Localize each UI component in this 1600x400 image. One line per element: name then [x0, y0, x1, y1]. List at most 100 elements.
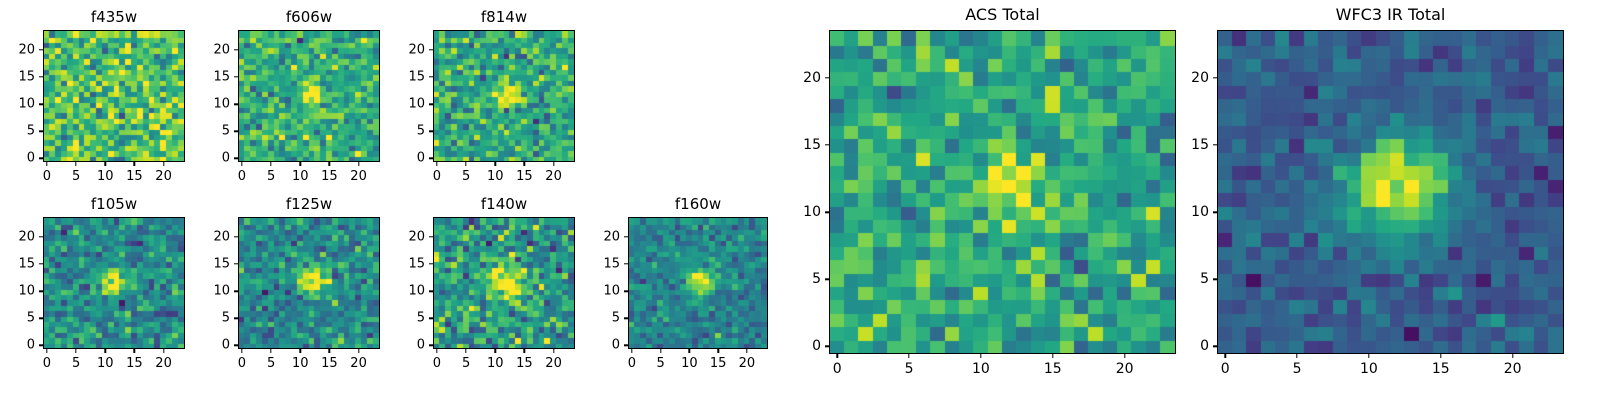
x-tick-label: 15	[126, 169, 143, 184]
y-tick-label: 15	[603, 256, 620, 272]
y-tick-mark	[429, 344, 433, 346]
x-tick-mark	[299, 349, 301, 353]
x-tick-mark	[46, 349, 48, 353]
y-tick-label: 0	[1200, 338, 1209, 355]
x-tick-label: 5	[461, 169, 471, 184]
y-tick-mark	[39, 103, 43, 105]
x-tick-label: 10	[681, 356, 698, 371]
x-tick-label: 15	[516, 356, 533, 371]
x-tick-label: 20	[545, 169, 562, 184]
y-tick-label: 15	[408, 69, 425, 85]
heatmap-f814w	[434, 31, 574, 161]
x-tick-label: 5	[656, 356, 665, 371]
y-tick-mark	[624, 290, 628, 292]
x-tick-mark	[1440, 354, 1442, 358]
heatmap-f125w	[239, 218, 379, 348]
x-tick-label: 0	[42, 356, 52, 371]
x-tick-label: 15	[516, 169, 533, 184]
x-tick-mark	[1052, 354, 1054, 358]
y-tick-label: 0	[611, 337, 620, 353]
y-tick-mark	[429, 290, 433, 292]
x-tick-label: 5	[461, 356, 471, 371]
y-tick-label: 5	[611, 310, 620, 326]
x-tick-mark	[1368, 354, 1370, 358]
x-tick-mark	[270, 162, 272, 166]
x-tick-mark	[659, 349, 662, 353]
x-tick-label: 15	[709, 356, 727, 371]
y-tick-label: 20	[408, 42, 425, 58]
y-tick-mark	[234, 290, 238, 292]
x-tick-label: 5	[1292, 361, 1302, 377]
x-tick-mark	[241, 162, 243, 166]
y-tick-mark	[39, 317, 43, 319]
x-tick-mark	[1224, 354, 1226, 358]
x-tick-mark	[436, 349, 438, 353]
y-tick-label: 15	[213, 256, 230, 272]
x-tick-label: 10	[486, 169, 504, 184]
y-tick-mark	[429, 236, 433, 238]
y-tick-label: 15	[18, 256, 35, 272]
x-tick-mark	[133, 162, 136, 166]
y-tick-label: 5	[812, 271, 821, 288]
x-tick-mark	[75, 349, 77, 353]
y-tick-label: 5	[26, 310, 35, 326]
x-tick-mark	[494, 349, 496, 353]
y-tick-label: 5	[1200, 271, 1209, 288]
y-tick-label: 5	[26, 123, 35, 139]
x-tick-mark	[465, 162, 467, 166]
x-tick-mark	[357, 162, 360, 166]
x-tick-label: 5	[266, 169, 276, 184]
y-tick-label: 20	[1191, 69, 1209, 86]
x-tick-label: 5	[266, 356, 276, 371]
x-tick-label: 20	[1503, 361, 1522, 377]
x-tick-label: 15	[126, 356, 143, 371]
y-tick-label: 15	[408, 256, 425, 272]
y-tick-label: 0	[221, 150, 230, 166]
x-tick-label: 10	[486, 356, 504, 371]
x-tick-mark	[46, 162, 48, 166]
x-tick-label: 0	[1220, 361, 1230, 377]
y-tick-mark	[429, 317, 433, 319]
x-tick-mark	[162, 349, 165, 353]
y-tick-mark	[429, 130, 433, 132]
x-tick-mark	[75, 162, 77, 166]
panel-f140w: f140w 0 5 10 15 20 0 5 10 15 20	[408, 197, 574, 370]
x-tick-mark	[270, 349, 272, 353]
y-tick-mark	[624, 344, 628, 346]
x-tick-label: 0	[237, 169, 247, 184]
panel-f105w: f105w 0 5 10 15 20 0 5 10 15 20	[18, 197, 184, 370]
y-tick-label: 15	[1191, 137, 1209, 154]
y-tick-mark	[234, 344, 238, 346]
x-tick-mark	[1511, 354, 1514, 358]
x-tick-label: 15	[1431, 361, 1450, 377]
y-tick-label: 0	[416, 337, 425, 353]
x-tick-label: 10	[96, 356, 114, 371]
y-tick-mark	[429, 157, 433, 159]
y-tick-label: 10	[803, 204, 821, 221]
panel-title-f140w: f140w	[480, 195, 528, 213]
x-tick-label: 10	[1360, 361, 1378, 377]
x-tick-mark	[908, 354, 910, 358]
x-tick-mark	[980, 354, 982, 358]
heatmap-f140w	[434, 218, 574, 348]
x-tick-label: 20	[155, 356, 172, 371]
panel-wfc3-ir-total: WFC3 IR Total 0 5 10 15 20 0 5 10 15 20	[1191, 7, 1563, 376]
y-tick-mark	[39, 236, 43, 238]
x-tick-label: 5	[904, 361, 914, 377]
panel-f435w: f435w 0 5 10 15 20 0 5 10 15 20	[18, 10, 184, 183]
x-tick-mark	[328, 349, 331, 353]
x-tick-label: 10	[291, 356, 309, 371]
x-tick-mark	[104, 162, 106, 166]
y-tick-mark	[234, 263, 238, 265]
y-tick-label: 5	[416, 123, 425, 139]
y-tick-label: 10	[1191, 204, 1209, 221]
panel-title-f160w: f160w	[674, 195, 722, 213]
panel-title-acs-total: ACS Total	[965, 5, 1040, 24]
y-tick-label: 10	[603, 283, 620, 299]
y-tick-mark	[39, 49, 43, 51]
x-tick-mark	[133, 349, 136, 353]
y-tick-label: 0	[26, 337, 35, 353]
y-tick-label: 0	[416, 150, 425, 166]
x-tick-label: 20	[545, 356, 562, 371]
panel-title-f435w: f435w	[90, 8, 138, 26]
